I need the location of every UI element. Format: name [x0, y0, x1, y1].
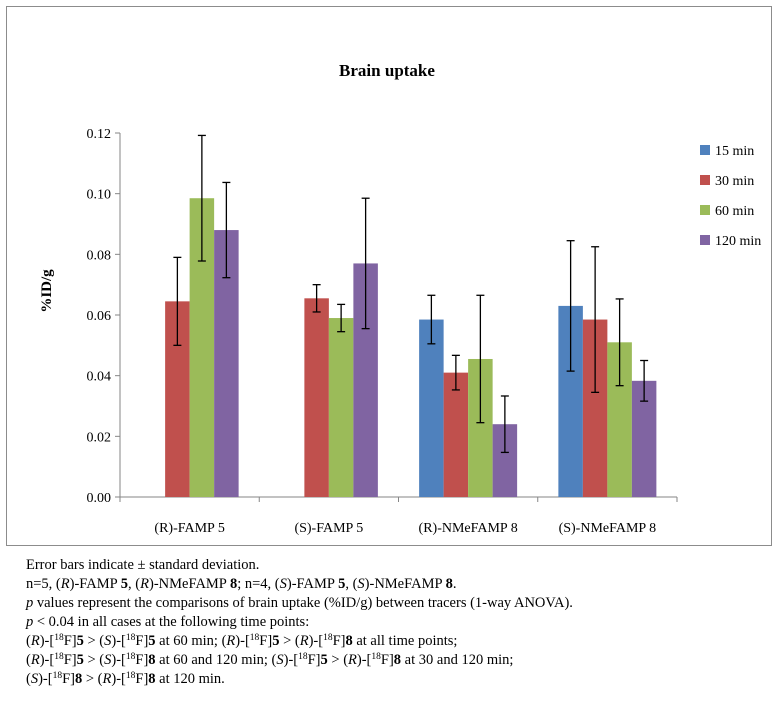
chart-title: Brain uptake: [339, 61, 435, 80]
x-tick-label: (R)-NMeFAMP 8: [419, 521, 518, 536]
legend-label: 120 min: [715, 234, 761, 249]
caption-line-7: (S)-[18F]8 > (R)-[18F]8 at 120 min.: [26, 671, 225, 687]
caption-line-6: (R)-[18F]5 > (S)-[18F]8 at 60 and 120 mi…: [26, 652, 514, 668]
x-tick-label: (S)-FAMP 5: [294, 521, 363, 536]
legend: 15 min 30 min 60 min 120 min: [700, 144, 761, 249]
bar: [328, 318, 354, 497]
bar: [443, 372, 469, 497]
x-tick-label: (S)-NMeFAMP 8: [559, 521, 657, 536]
y-tick-label: 0.00: [87, 491, 112, 506]
y-tick-label: 0.02: [87, 430, 112, 445]
y-axis-label: %ID/g: [39, 269, 55, 313]
legend-swatch: [700, 235, 710, 245]
legend-label: 15 min: [715, 144, 754, 159]
chart-frame: Brain uptake %ID/g 0.00 0.02 0.04 0.06 0.08 0…: [6, 6, 772, 546]
bar: [419, 319, 444, 497]
brain-uptake-chart: Brain uptake %ID/g 0.000.020.040.060.080…: [39, 61, 761, 536]
x-tick-label: (R)-FAMP 5: [154, 521, 224, 536]
legend-swatch: [700, 205, 710, 215]
legend-label: 30 min: [715, 174, 754, 189]
legend-swatch: [700, 175, 710, 185]
figure-caption: Error bars indicate ± standard deviation…: [26, 556, 766, 689]
caption-line-4: p < 0.04 in all cases at the following t…: [26, 614, 310, 630]
y-tick-label: 0.04: [87, 370, 112, 385]
caption-line-5: (R)-[18F]5 > (S)-[18F]5 at 60 min; (R)-[…: [26, 633, 458, 649]
caption-line-2: n=5, (R)-FAMP 5, (R)-NMeFAMP 8; n=4, (S)…: [26, 576, 457, 592]
legend-swatch: [700, 145, 710, 155]
y-tick-label: 0.12: [87, 127, 112, 142]
bar: [304, 298, 329, 497]
caption-line-1: Error bars indicate ± standard deviation…: [26, 557, 260, 573]
plot-area: 0.00 0.02 0.04 0.06 0.08 0.10 0.12 (R)-FAMP 5 (S…: [87, 127, 678, 536]
y-tick-label: 0.10: [87, 188, 112, 203]
y-tick-label: 0.08: [87, 248, 112, 263]
legend-label: 60 min: [715, 204, 754, 219]
y-tick-label: 0.06: [87, 309, 112, 324]
caption-line-3: p values represent the comparisons of br…: [26, 595, 573, 611]
